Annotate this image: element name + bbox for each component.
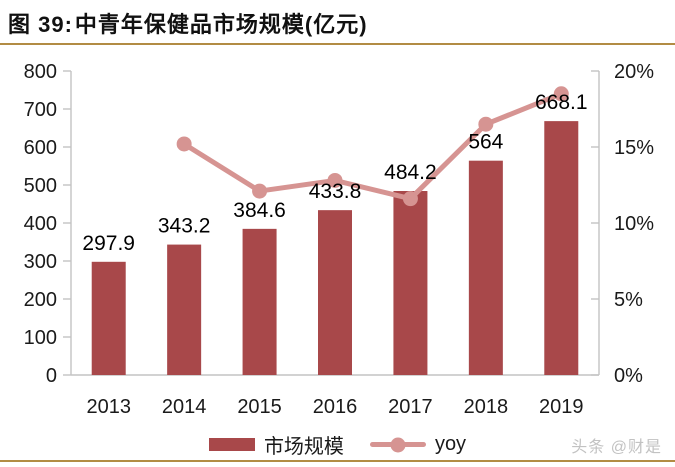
left-axis-tick-label: 200 bbox=[24, 289, 57, 311]
right-axis-tick-label: 0% bbox=[614, 365, 643, 387]
left-axis-tick-label: 600 bbox=[24, 137, 57, 159]
right-axis-tick-label: 5% bbox=[614, 289, 643, 311]
bar-data-label: 433.8 bbox=[309, 180, 362, 203]
watermark: 头条 @财是 bbox=[571, 439, 662, 456]
figure-title: 图 39:中青年保健品市场规模(亿元) bbox=[8, 7, 368, 39]
left-axis-tick-label: 100 bbox=[24, 327, 57, 349]
bar-2016 bbox=[318, 210, 352, 375]
yoy-line-marker bbox=[176, 136, 192, 152]
legend-line-marker-icon bbox=[390, 437, 406, 452]
left-axis-tick-label: 800 bbox=[24, 61, 57, 83]
x-axis-label: 2013 bbox=[86, 396, 131, 418]
left-axis-tick-label: 300 bbox=[24, 251, 57, 273]
bottom-divider-line bbox=[0, 460, 675, 462]
right-axis-tick-label: 10% bbox=[614, 213, 654, 235]
bar-2014 bbox=[167, 244, 202, 375]
bar-data-label: 297.9 bbox=[82, 232, 135, 255]
bar-data-label: 564 bbox=[468, 131, 503, 154]
figure-title-text: 中青年保健品市场规模(亿元) bbox=[74, 12, 368, 37]
yoy-line-marker bbox=[252, 183, 268, 199]
right-axis-tick-label: 15% bbox=[614, 137, 654, 159]
bar-2019 bbox=[544, 121, 579, 375]
x-axis-label: 2015 bbox=[237, 396, 282, 418]
bar-data-label: 668.1 bbox=[535, 91, 588, 114]
title-divider-line bbox=[0, 43, 675, 45]
bar-data-label: 384.6 bbox=[233, 199, 286, 222]
chart-legend: 市场规模 yoy bbox=[0, 430, 675, 459]
left-axis-tick-label: 0 bbox=[46, 365, 57, 387]
left-axis-tick-label: 500 bbox=[24, 175, 57, 197]
x-axis-label: 2017 bbox=[388, 396, 433, 418]
x-axis-label: 2018 bbox=[464, 396, 509, 418]
left-axis-tick-label: 700 bbox=[24, 99, 57, 121]
yoy-line-marker bbox=[478, 116, 494, 132]
x-axis-label: 2019 bbox=[539, 396, 584, 418]
yoy-line-marker bbox=[553, 86, 569, 102]
legend-line-swatch bbox=[369, 437, 426, 452]
legend-item-yoy: yoy bbox=[369, 433, 467, 456]
legend-label-market-size: 市场规模 bbox=[263, 436, 344, 458]
legend-label-yoy: yoy bbox=[434, 433, 467, 455]
bar-2015 bbox=[242, 228, 277, 375]
bar-2013 bbox=[91, 261, 126, 375]
legend-item-market-size: 市场规模 bbox=[208, 430, 344, 459]
legend-bar-swatch bbox=[208, 438, 255, 451]
bar-data-label: 484.2 bbox=[384, 161, 437, 184]
yoy-line bbox=[181, 91, 564, 202]
x-axis-label: 2014 bbox=[162, 396, 207, 418]
figure-number: 图 39: bbox=[8, 12, 73, 37]
bar-data-label: 343.2 bbox=[158, 215, 211, 238]
yoy-line-marker bbox=[327, 172, 343, 188]
bar-2017 bbox=[393, 191, 428, 375]
yoy-line-marker bbox=[402, 191, 418, 207]
right-axis-tick-label: 20% bbox=[614, 61, 654, 83]
left-axis-tick-label: 400 bbox=[24, 213, 57, 235]
x-axis-label: 2016 bbox=[313, 396, 358, 418]
bar-2018 bbox=[468, 160, 503, 375]
